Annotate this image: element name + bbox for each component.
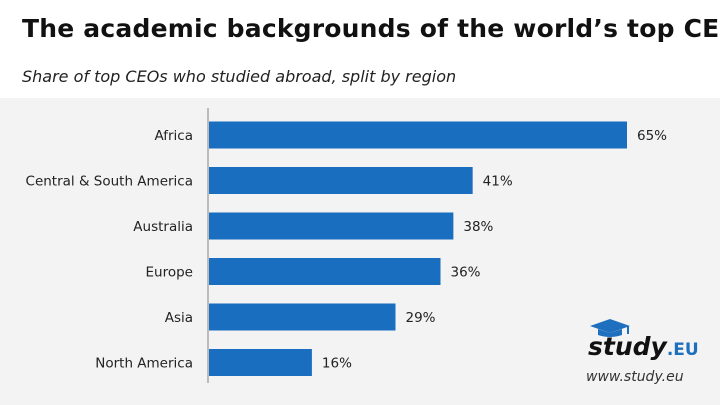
graduation-cap-icon [590, 319, 630, 337]
value-label: 38% [463, 219, 493, 235]
bar-chart: Africa 65% Central & South America 41% Austr… [26, 108, 667, 383]
logo-wordmark: study.EU [588, 332, 699, 361]
logo-suffix-text: .EU [666, 340, 699, 360]
category-label: Asia [165, 310, 193, 326]
logo-main-text: study [588, 332, 667, 361]
category-label: Australia [133, 219, 193, 235]
chart-title: The academic backgrounds of the world’s … [22, 14, 720, 43]
category-label: North America [95, 356, 193, 372]
bar [209, 121, 627, 149]
website-url: www.study.eu [586, 369, 684, 385]
value-label: 41% [483, 174, 513, 190]
category-label: Africa [154, 128, 193, 144]
category-label: Europe [146, 265, 193, 281]
chart-subtitle: Share of top CEOs who studied abroad, sp… [22, 67, 457, 86]
value-label: 16% [322, 356, 352, 372]
bar [209, 303, 396, 331]
bar [209, 349, 312, 376]
value-label: 29% [405, 310, 435, 326]
bar [209, 167, 473, 194]
study-eu-logo: study.EU [588, 318, 713, 361]
value-label: 65% [637, 128, 667, 144]
bar [209, 212, 454, 240]
category-label: Central & South America [26, 174, 193, 190]
plot-area: Africa 65% Central & South America 41% Austr… [0, 98, 720, 405]
value-label: 36% [451, 265, 481, 281]
bar [209, 258, 441, 285]
